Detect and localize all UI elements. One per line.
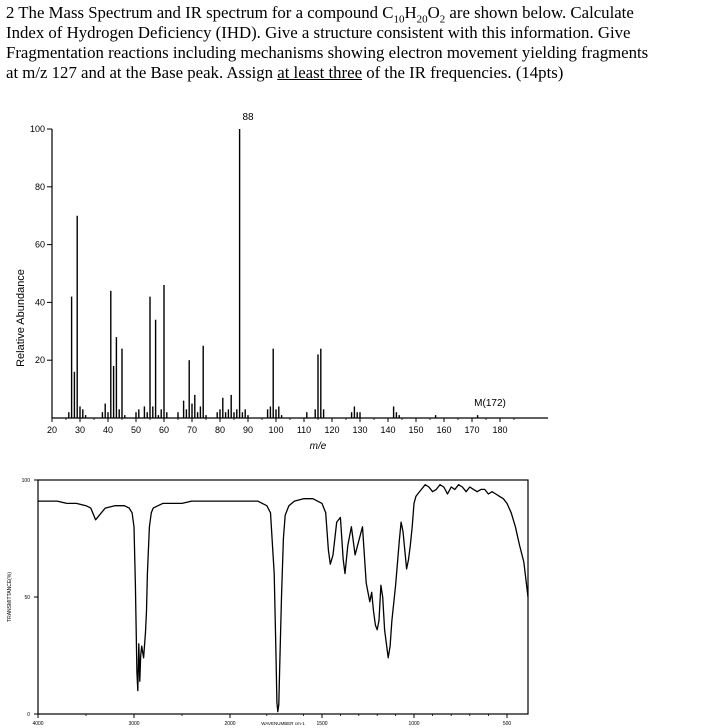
ir-y-tick-label: 100 — [22, 478, 31, 484]
question-line-3: Fragmentation reactions including mechan… — [6, 43, 649, 62]
ms-x-tick-label: 30 — [75, 425, 85, 435]
ms-x-tick-label: 160 — [436, 425, 451, 435]
ms-x-tick-label: 150 — [408, 425, 423, 435]
ir-x-tick-label: 1500 — [316, 721, 327, 727]
ms-x-tick-label: 80 — [215, 425, 225, 435]
question-line-1: 2 The Mass Spectrum and IR spectrum for … — [6, 3, 720, 26]
question-number: 2 — [6, 3, 15, 22]
ms-x-tick-label: 40 — [103, 425, 113, 435]
ms-y-axis-label: Relative Abundance — [15, 269, 27, 367]
ir-x-tick-label: 500 — [503, 721, 512, 727]
question-text: 2 The Mass Spectrum and IR spectrum for … — [6, 3, 720, 83]
ms-x-tick-label: 140 — [380, 425, 395, 435]
ir-x-tick-label: 2000 — [224, 721, 235, 727]
ms-annotation-base-peak: 88 — [242, 112, 254, 123]
line4-b: of the IR frequencies. (14pts) — [362, 63, 564, 82]
ms-annotation-molecular-ion: M(172) — [474, 398, 506, 409]
ir-x-axis-label: WAVENUMBER cm-1 — [261, 721, 305, 726]
line4-a: at m/z 127 and at the Base peak. Assign — [6, 63, 278, 82]
ms-y-tick-label: 40 — [35, 297, 45, 307]
ir-y-tick-label: 50 — [24, 595, 30, 601]
ms-x-tick-label: 20 — [47, 425, 57, 435]
ms-x-tick-label: 60 — [159, 425, 169, 435]
ir-frame — [37, 479, 529, 715]
ms-x-tick-label: 120 — [324, 425, 339, 435]
ir-x-tick-label: 4000 — [32, 721, 43, 727]
sub-h: 20 — [416, 13, 428, 26]
ir-text: 0 50 100 4000 3000 2000 1500 1000 500 WAVENUMBER … — [7, 478, 511, 727]
ms-x-tick-label: 70 — [187, 425, 197, 435]
ir-plot — [38, 484, 529, 713]
sub-c: 10 — [393, 13, 405, 26]
ms-x-tick-label: 100 — [268, 425, 283, 435]
ms-y-tick-label: 60 — [35, 240, 45, 250]
ms-y-tick-label: 80 — [35, 182, 45, 192]
ir-y-tick-label: 0 — [27, 712, 30, 718]
ms-text: 20 40 60 80 100 20 30 40 50 60 70 80 90 100 110 120 130 1… — [15, 112, 508, 452]
ms-y-tick-label: 20 — [35, 355, 45, 365]
ms-x-axis-label: m/e — [310, 441, 327, 452]
ms-y-tick-label: 100 — [30, 124, 45, 134]
ms-x-tick-label: 110 — [297, 425, 311, 435]
formula-h: H — [404, 3, 417, 22]
ir-spectrum-chart: 0 50 100 4000 3000 2000 1500 1000 500 WAVENUMBER … — [7, 478, 529, 727]
sub-o: 2 — [439, 13, 446, 26]
ms-x-tick-label: 170 — [464, 425, 479, 435]
ir-x-tick-label: 1000 — [408, 721, 419, 727]
ir-transmittance-line — [38, 484, 529, 713]
ms-axes — [47, 128, 548, 422]
question-line-4: at m/z 127 and at the Base peak. Assign … — [6, 63, 720, 83]
line4-underlined: at least three — [277, 63, 363, 82]
ms-x-tick-label: 90 — [243, 425, 253, 435]
ms-x-tick-label: 180 — [492, 425, 507, 435]
mass-spectrum-chart: 20 40 60 80 100 20 30 40 50 60 70 80 90 100 110 120 130 1… — [15, 112, 548, 452]
question-line-2: Index of Hydrogen Deficiency (IHD). Give… — [6, 23, 631, 42]
ir-x-tick-label: 3000 — [128, 721, 139, 727]
ms-x-tick-label: 50 — [131, 425, 141, 435]
line1-b: are shown below. Calculate — [445, 3, 634, 22]
formula-o: O — [427, 3, 440, 22]
ir-y-axis-label: TRANSMITTANCE(%) — [7, 572, 13, 622]
ms-peaks — [68, 129, 479, 418]
ms-x-tick-label: 130 — [352, 425, 367, 435]
line1-a: The Mass Spectrum and IR spectrum for a … — [18, 3, 394, 22]
